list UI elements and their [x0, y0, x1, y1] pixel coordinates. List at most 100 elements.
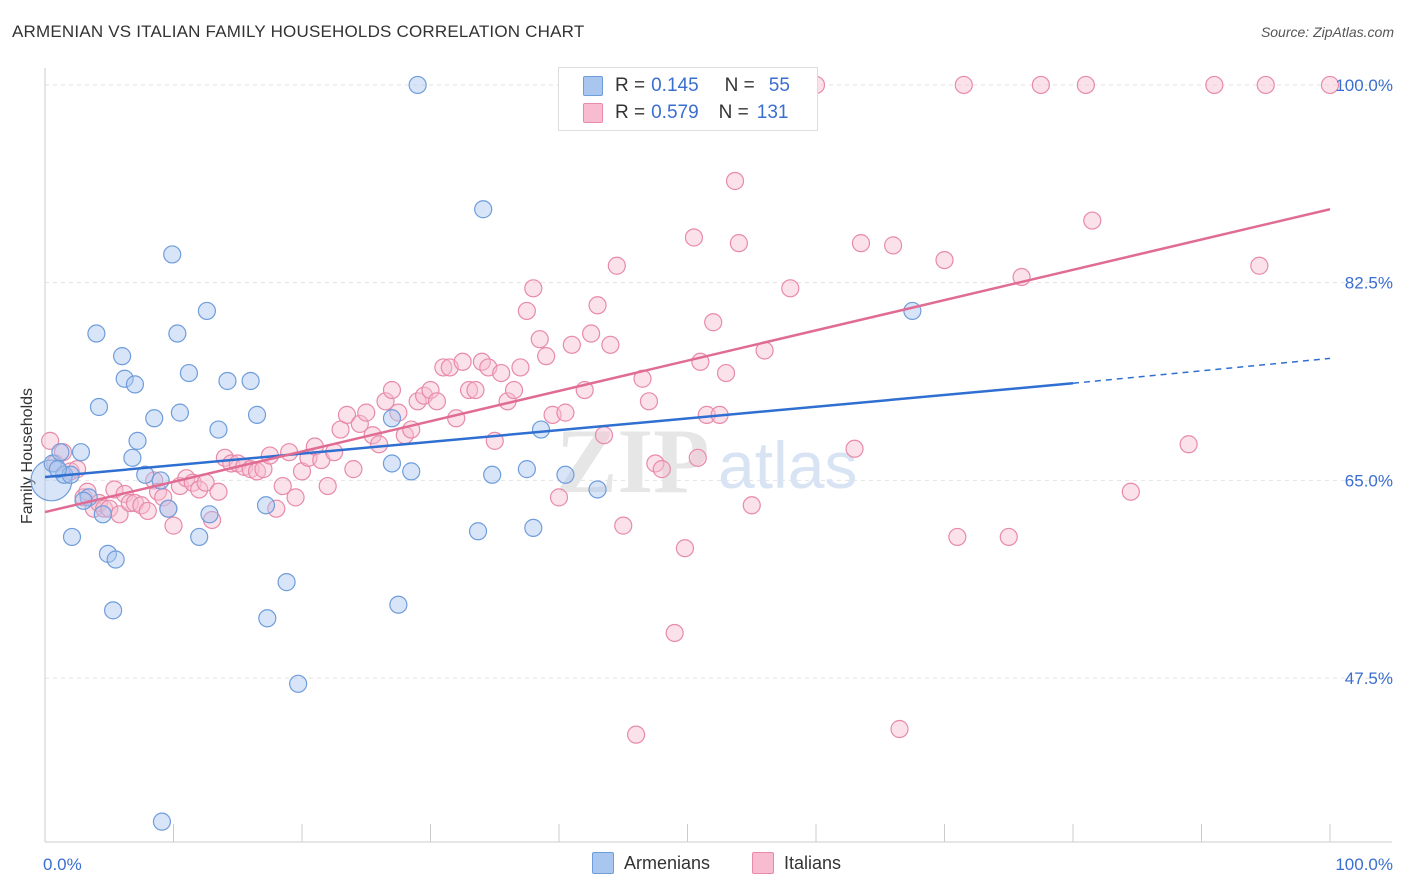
- data-point-armenians: [128, 431, 147, 450]
- data-point-italians: [675, 539, 695, 558]
- data-point-italians: [120, 493, 139, 513]
- data-point-italians: [716, 363, 736, 383]
- data-point-italians: [459, 380, 479, 400]
- legend-r-value: 0.145: [651, 75, 699, 96]
- data-point-armenians: [30, 459, 73, 502]
- legend-row-armenians: R = 0.145 N = 55: [583, 74, 790, 98]
- tick-labels: 47.5% 65.0% 82.5% 100.0% 0.0% 100.0%: [43, 76, 1393, 874]
- trend-lines: [44, 208, 1331, 514]
- data-point-italians: [688, 448, 707, 467]
- data-point-armenians: [556, 465, 575, 484]
- data-point-armenians: [218, 371, 237, 391]
- legend-swatch-armenians: [583, 76, 603, 96]
- data-point-italians: [999, 527, 1018, 547]
- data-point-italians: [1083, 211, 1102, 230]
- data-point-italians: [781, 279, 800, 298]
- data-point-italians: [1205, 75, 1224, 95]
- y-tick-label: 100.0%: [1335, 76, 1393, 95]
- data-point-armenians: [112, 347, 132, 366]
- data-point-italians: [607, 256, 626, 275]
- data-point-italians: [78, 482, 97, 501]
- data-point-armenians: [71, 443, 91, 462]
- data-point-italians: [344, 460, 363, 479]
- data-point-italians: [138, 501, 157, 521]
- data-point-italians: [549, 488, 569, 507]
- legend-swatch-italians: [752, 852, 774, 874]
- data-point-italians: [704, 313, 723, 332]
- data-point-armenians: [277, 573, 296, 592]
- legend-r-label: R =: [615, 102, 646, 123]
- data-point-italians: [337, 405, 357, 424]
- data-point-italians: [524, 279, 543, 298]
- data-point-italians: [851, 234, 871, 253]
- data-point-italians: [935, 250, 954, 270]
- data-point-armenians: [247, 405, 267, 424]
- data-point-italians: [614, 516, 633, 535]
- x-tick-label: 100.0%: [1335, 855, 1393, 874]
- data-point-italians: [1076, 75, 1095, 95]
- data-point-armenians: [170, 403, 190, 422]
- data-point-italians: [594, 426, 614, 445]
- data-point-armenians: [125, 375, 145, 394]
- data-point-italians: [434, 358, 453, 377]
- data-point-armenians: [483, 465, 502, 484]
- y-tick-label: 65.0%: [1345, 471, 1393, 490]
- legend-r-value: 0.579: [651, 102, 699, 123]
- legend-label-italians: Italians: [784, 852, 842, 873]
- data-point-armenians: [87, 324, 106, 343]
- data-point-armenians: [145, 409, 164, 428]
- data-point-armenians: [256, 496, 276, 515]
- data-point-italians: [1031, 75, 1050, 95]
- legend-r-label: R =: [615, 75, 646, 96]
- y-tick-label: 47.5%: [1345, 669, 1393, 688]
- data-point-armenians: [241, 371, 260, 391]
- legend-item-italians[interactable]: Italians: [752, 852, 841, 874]
- legend-row-italians: R = 0.579 N = 131: [583, 101, 788, 125]
- data-point-italians: [382, 380, 402, 400]
- data-point-armenians: [402, 462, 421, 481]
- data-point-armenians: [89, 397, 109, 417]
- data-point-italians: [948, 527, 967, 547]
- data-point-italians: [601, 335, 620, 354]
- data-point-italians: [665, 623, 684, 643]
- data-point-armenians: [163, 245, 182, 264]
- data-point-armenians: [474, 200, 493, 219]
- data-point-italians: [729, 234, 749, 253]
- data-point-italians: [537, 347, 556, 366]
- legend-n-label: N =: [724, 75, 755, 96]
- data-point-armenians: [168, 324, 187, 343]
- data-point-italians: [504, 380, 524, 400]
- data-point-italians: [890, 719, 909, 739]
- legend-label-armenians: Armenians: [624, 852, 711, 873]
- data-point-italians: [742, 496, 761, 515]
- data-point-italians: [267, 499, 286, 518]
- data-point-italians: [376, 392, 395, 411]
- data-point-italians: [1250, 256, 1269, 275]
- legend-swatch-armenians: [592, 852, 614, 874]
- data-point-armenians: [62, 527, 82, 547]
- data-point-armenians: [531, 420, 551, 439]
- legend-n-label: N =: [718, 102, 749, 123]
- data-point-italians: [954, 75, 973, 95]
- source-note: Source: ZipAtlas.com: [1260, 24, 1394, 40]
- data-point-italians: [427, 392, 447, 411]
- data-point-italians: [273, 476, 292, 496]
- series-legend: Armenians Italians: [0, 852, 1406, 878]
- data-point-armenians: [104, 601, 123, 620]
- data-point-italians: [1121, 482, 1140, 501]
- series-armenians: [30, 75, 922, 831]
- chart-title: ARMENIAN VS ITALIAN FAMILY HOUSEHOLDS CO…: [12, 22, 585, 41]
- data-point-italians: [190, 480, 209, 499]
- data-point-armenians: [289, 674, 308, 693]
- data-point-italians: [556, 403, 575, 422]
- watermark-zip: ZIP: [556, 410, 709, 512]
- data-point-armenians: [200, 505, 219, 524]
- legend-item-armenians[interactable]: Armenians: [592, 852, 710, 874]
- data-point-italians: [453, 352, 472, 371]
- trend-line-italians: [44, 208, 1331, 514]
- data-point-armenians: [152, 812, 172, 831]
- data-point-armenians: [588, 480, 607, 499]
- data-point-italians: [725, 171, 745, 191]
- y-tick-label: 82.5%: [1345, 274, 1393, 293]
- data-point-armenians: [93, 505, 112, 524]
